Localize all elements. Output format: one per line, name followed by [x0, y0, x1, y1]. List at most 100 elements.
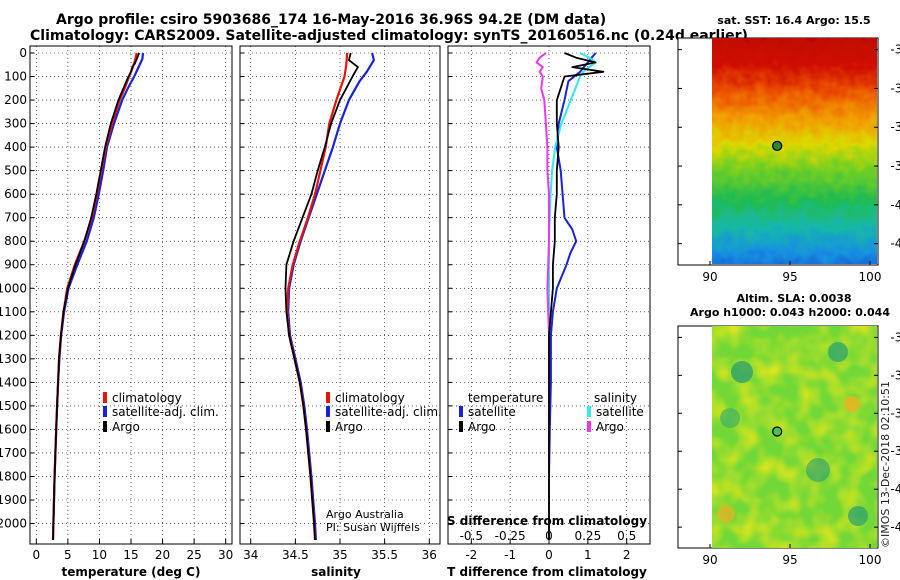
sla-low-patch — [720, 408, 740, 428]
depth-tick-label: 0 — [19, 46, 27, 60]
depth-tick-label: 900 — [4, 258, 27, 272]
argo-position-marker — [772, 140, 783, 152]
depth-tick-label: 1300 — [0, 352, 27, 366]
longitude-tick-label: 100 — [859, 270, 882, 284]
title-line-1: Argo profile: csiro 5903686_174 16-May-2… — [56, 12, 606, 28]
sst-field — [712, 38, 877, 264]
depth-tick-label: 500 — [4, 164, 27, 178]
depth-tick-label: 1100 — [0, 305, 27, 319]
sdiff-tick-label: -0.25 — [495, 529, 526, 543]
depth-tick-label: 800 — [4, 234, 27, 248]
legend-s-satellite-label: satellite — [596, 405, 644, 419]
profile-x-axes: 0 5 10 15 20 25 30 34 34.5 35 35.5 36 -2 -1 0 1 2 -0.5 -0.… — [32, 529, 636, 562]
latitude-tick-label: -42 — [890, 520, 900, 534]
depth-axis: 0 100 200 300 400 500 600 700 800 900 1000 1100 1200… — [0, 46, 452, 531]
legend-temperature-header: temperature — [468, 391, 543, 405]
latitude-tick-label: -32 — [890, 43, 900, 57]
credit-line-1: Argo Australia — [326, 508, 404, 521]
legend-t-satellite-label: satellite — [468, 405, 516, 419]
salinity-tick-label: 35.5 — [371, 548, 398, 562]
temperature-legend: climatology satellite-adj. clim. Argo — [103, 391, 219, 434]
temperature-tick-label: 20 — [155, 548, 170, 562]
depth-tick-label: 400 — [4, 140, 27, 154]
latitude-tick-label: -40 — [890, 482, 900, 496]
longitude-tick-label: 90 — [702, 553, 717, 567]
longitude-tick-label: 95 — [782, 553, 797, 567]
depth-tick-label: 1000 — [0, 281, 27, 295]
temperature-tick-label: 25 — [186, 548, 201, 562]
latitude-tick-label: -34 — [890, 368, 900, 382]
legend-satellite-label: satellite-adj. clim. — [112, 405, 219, 419]
salinity-tick-label: 35 — [332, 548, 347, 562]
sdiff-tick-label: 0.25 — [574, 529, 601, 543]
sla-map-title-2: Argo h1000: 0.043 h2000: 0.044 — [690, 306, 890, 319]
sla-map-axes: -32 -34 -36 -38 -40 -42 90 95 100 — [678, 330, 900, 567]
tdiff-tick-label: -1 — [504, 548, 516, 562]
salinity-tick-label: 36 — [422, 548, 437, 562]
latitude-tick-label: -36 — [890, 406, 900, 420]
latitude-tick-label: -38 — [890, 159, 900, 173]
title-line-2: Climatology: CARS2009. Satellite-adjuste… — [30, 28, 748, 44]
temperature-tick-label: 15 — [123, 548, 138, 562]
depth-tick-label: 1800 — [0, 469, 27, 483]
temperature-tick-label: 30 — [218, 548, 233, 562]
tdiff-argo-line — [548, 52, 605, 540]
sla-low-patch — [828, 342, 848, 362]
legend-satellite-swatch — [326, 406, 330, 417]
depth-tick-label: 200 — [4, 93, 27, 107]
legend-t-argo-label: Argo — [468, 420, 496, 434]
sla-map-title-1: Altim. SLA: 0.0038 — [736, 292, 851, 305]
temperature-argo-line — [52, 52, 141, 541]
sst-map-axes: -32 -34 -36 -38 -40 -42 90 95 100 — [678, 43, 900, 284]
salinity-tick-label: 34 — [243, 548, 258, 562]
depth-tick-label: 1900 — [0, 493, 27, 507]
longitude-tick-label: 90 — [702, 270, 717, 284]
legend-satellite-swatch — [103, 406, 107, 417]
legend-argo-swatch — [103, 421, 107, 432]
temperature-tick-label: 0 — [32, 548, 40, 562]
imos-stamp: ©IMOS 13-Dec-2018 02:10:51 — [879, 381, 892, 548]
sdiff-argo-line — [535, 52, 550, 540]
difference-lines — [535, 52, 605, 540]
difference-legend: temperature satellite Argo salinity sate… — [459, 391, 644, 434]
latitude-tick-label: -38 — [890, 444, 900, 458]
sst-map-title: sat. SST: 16.4 Argo: 15.5 — [717, 14, 870, 27]
tdiff-tick-label: 1 — [584, 548, 592, 562]
legend-t-satellite-swatch — [459, 406, 463, 417]
depth-tick-label: 1200 — [0, 328, 27, 342]
depth-tick-label: 1700 — [0, 446, 27, 460]
depth-tick-label: 600 — [4, 187, 27, 201]
latitude-tick-label: -42 — [890, 237, 900, 251]
longitude-tick-label: 95 — [782, 270, 797, 284]
argo-position-marker — [772, 426, 783, 437]
depth-tick-label: 1600 — [0, 422, 27, 436]
salinity-xlabel: salinity — [311, 565, 361, 579]
sla-high-patch — [844, 396, 860, 412]
tdiff-tick-label: -2 — [465, 548, 477, 562]
latitude-tick-label: -40 — [890, 198, 900, 212]
legend-s-argo-swatch — [587, 421, 591, 432]
depth-tick-label: 700 — [4, 211, 27, 225]
temperature-tick-label: 10 — [92, 548, 107, 562]
legend-salinity-header: salinity — [594, 391, 637, 405]
sdiff-tick-label: 0.5 — [617, 529, 636, 543]
temperature-lines — [51, 52, 145, 541]
legend-s-satellite-swatch — [587, 406, 591, 417]
tdiff-xlabel: T difference from climatology — [447, 565, 647, 579]
sla-field — [712, 326, 877, 548]
latitude-tick-label: -32 — [890, 330, 900, 344]
sla-low-patch — [731, 361, 753, 383]
salinity-lines — [284, 52, 375, 541]
tdiff-tick-label: 0 — [545, 548, 553, 562]
latitude-tick-label: -36 — [890, 120, 900, 134]
depth-tick-label: 2000 — [0, 517, 27, 531]
legend-climatology-label: climatology — [335, 391, 405, 405]
depth-tick-label: 1400 — [0, 375, 27, 389]
legend-argo-label: Argo — [335, 420, 363, 434]
credit-line-2: PI: Susan Wijffels — [326, 521, 420, 534]
latitude-tick-label: -34 — [890, 81, 900, 95]
salinity-argo-line — [284, 52, 359, 541]
profile-gridlines — [30, 46, 650, 544]
